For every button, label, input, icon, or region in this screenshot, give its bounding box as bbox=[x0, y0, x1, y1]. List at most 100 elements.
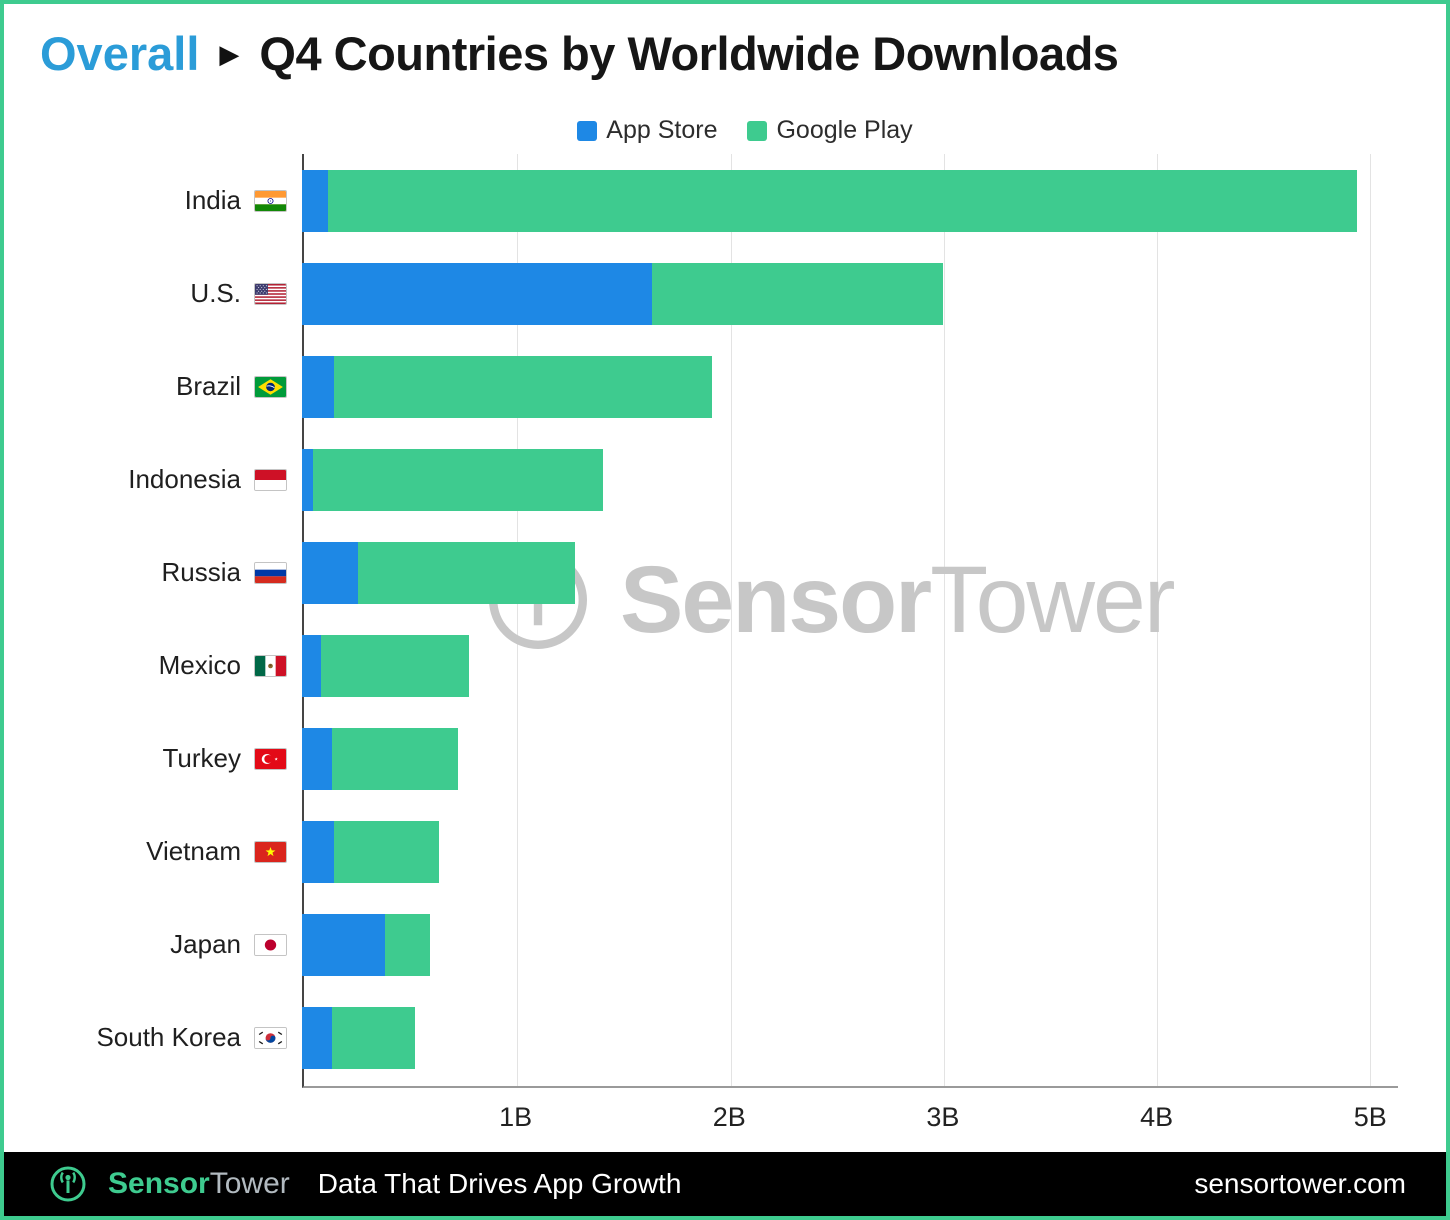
flag-russia-icon bbox=[254, 561, 287, 584]
gridline bbox=[730, 154, 732, 1086]
x-tick-label: 1B bbox=[499, 1102, 533, 1132]
grid-layer bbox=[302, 154, 1398, 1088]
bar-group bbox=[302, 169, 1398, 232]
bar-group bbox=[302, 262, 1398, 325]
row-label: Indonesia bbox=[4, 464, 302, 495]
chart-row: U.S. bbox=[4, 247, 1446, 340]
bar-segment-google-play bbox=[334, 820, 439, 883]
country-label: Mexico bbox=[158, 650, 241, 680]
row-label: Turkey bbox=[4, 743, 302, 774]
chart-row: Turkey bbox=[4, 712, 1446, 805]
chart-row: Mexico bbox=[4, 619, 1446, 712]
legend-label-google-play: Google Play bbox=[776, 116, 913, 144]
flag-india-icon bbox=[254, 189, 287, 212]
chart-header: Overall ▶ Q4 Countries by Worldwide Down… bbox=[40, 26, 1119, 81]
watermark-sensor: Sensor bbox=[620, 546, 932, 653]
row-label: Russia bbox=[4, 557, 302, 588]
legend-item-google-play: Google Play bbox=[747, 116, 913, 145]
bar-group bbox=[302, 355, 1398, 418]
plot-rows: India U.S. Brazil Indonesia Russia Mexico Turk… bbox=[4, 154, 1446, 1084]
row-label: India bbox=[4, 185, 302, 216]
bar-segment-google-play bbox=[652, 262, 943, 325]
brand-sensor: Sensor bbox=[108, 1167, 210, 1200]
country-label: Indonesia bbox=[128, 464, 241, 494]
chart-row: Japan bbox=[4, 898, 1446, 991]
x-tick-label: 4B bbox=[1140, 1102, 1174, 1132]
bar-group bbox=[302, 634, 1398, 697]
legend-label-app-store: App Store bbox=[606, 116, 718, 144]
country-label: Japan bbox=[170, 929, 241, 959]
bar-segment-google-play bbox=[331, 727, 458, 790]
flag-mexico-icon bbox=[254, 654, 287, 677]
flag-turkey-icon bbox=[254, 747, 287, 770]
bar-segment-app-store bbox=[302, 262, 653, 325]
row-label: Japan bbox=[4, 929, 302, 960]
flag-brazil-icon bbox=[254, 375, 287, 398]
title-separator-icon: ▶ bbox=[219, 39, 240, 69]
bar-group bbox=[302, 541, 1398, 604]
country-label: India bbox=[184, 185, 241, 215]
gridline bbox=[1157, 154, 1159, 1086]
bar-segment-google-play bbox=[334, 355, 713, 418]
flag-south-korea-icon bbox=[254, 1026, 287, 1049]
country-label: U.S. bbox=[190, 278, 241, 308]
brand-tower: Tower bbox=[209, 1167, 290, 1200]
bar-segment-google-play bbox=[357, 541, 576, 604]
flag-vietnam-icon bbox=[254, 840, 287, 863]
bar-segment-google-play bbox=[312, 448, 604, 511]
bar-group bbox=[302, 1006, 1398, 1069]
x-tick-label: 5B bbox=[1353, 1102, 1387, 1132]
country-label: Brazil bbox=[175, 371, 241, 401]
flag-us-icon bbox=[254, 282, 287, 305]
x-tick-label: 3B bbox=[926, 1102, 960, 1132]
chart-row: Indonesia bbox=[4, 433, 1446, 526]
chart-row: South Korea bbox=[4, 991, 1446, 1084]
page-title: Q4 Countries by Worldwide Downloads bbox=[259, 27, 1119, 80]
title-prefix: Overall bbox=[40, 27, 200, 80]
bar-group bbox=[302, 448, 1398, 511]
bar-segment-google-play bbox=[327, 169, 1358, 232]
footer-brand-group: SensorTower Data That Drives App Growth bbox=[48, 1164, 681, 1204]
bar-group bbox=[302, 913, 1398, 976]
sensortower-logo-icon bbox=[50, 1166, 86, 1202]
bar-segment-google-play bbox=[321, 634, 469, 697]
flag-japan-icon bbox=[254, 933, 287, 956]
bar-segment-app-store bbox=[302, 727, 332, 790]
row-label: Mexico bbox=[4, 650, 302, 681]
row-label: U.S. bbox=[4, 278, 302, 309]
flag-indonesia-icon bbox=[254, 468, 287, 491]
bar-segment-google-play bbox=[385, 913, 431, 976]
row-label: Vietnam bbox=[4, 836, 302, 867]
bar-segment-app-store bbox=[302, 448, 313, 511]
bar-segment-app-store bbox=[302, 169, 328, 232]
bar-group bbox=[302, 727, 1398, 790]
gridline bbox=[1370, 154, 1372, 1086]
legend-item-app-store: App Store bbox=[577, 116, 717, 145]
bar-segment-google-play bbox=[331, 1006, 416, 1069]
row-label: Brazil bbox=[4, 371, 302, 402]
footer-brand: SensorTower bbox=[108, 1167, 290, 1201]
footer-tagline: Data That Drives App Growth bbox=[317, 1168, 682, 1199]
chart-legend: App Store Google Play bbox=[4, 116, 1446, 145]
watermark-text: SensorTower bbox=[620, 546, 1176, 655]
bar-group bbox=[302, 820, 1398, 883]
bar-segment-app-store bbox=[302, 541, 358, 604]
bar-segment-app-store bbox=[302, 820, 335, 883]
gridline bbox=[517, 154, 519, 1086]
country-label: Turkey bbox=[162, 743, 242, 773]
footer-bar: SensorTower Data That Drives App Growth … bbox=[4, 1152, 1446, 1216]
bar-chart: SensorTower India U.S. Brazil Indonesia Russ… bbox=[4, 154, 1446, 1149]
chart-row: Vietnam bbox=[4, 805, 1446, 898]
chart-row: India bbox=[4, 154, 1446, 247]
country-label: South Korea bbox=[96, 1022, 241, 1052]
country-label: Russia bbox=[161, 557, 241, 587]
bar-segment-app-store bbox=[302, 634, 322, 697]
country-label: Vietnam bbox=[146, 836, 241, 866]
watermark-tower: Tower bbox=[930, 546, 1175, 653]
footer-website: sensortower.com bbox=[1194, 1168, 1406, 1199]
app-store-swatch-icon bbox=[577, 120, 598, 141]
x-tick-label: 2B bbox=[712, 1102, 746, 1132]
bar-segment-app-store bbox=[302, 355, 335, 418]
row-label: South Korea bbox=[4, 1022, 302, 1053]
chart-row: Russia bbox=[4, 526, 1446, 619]
